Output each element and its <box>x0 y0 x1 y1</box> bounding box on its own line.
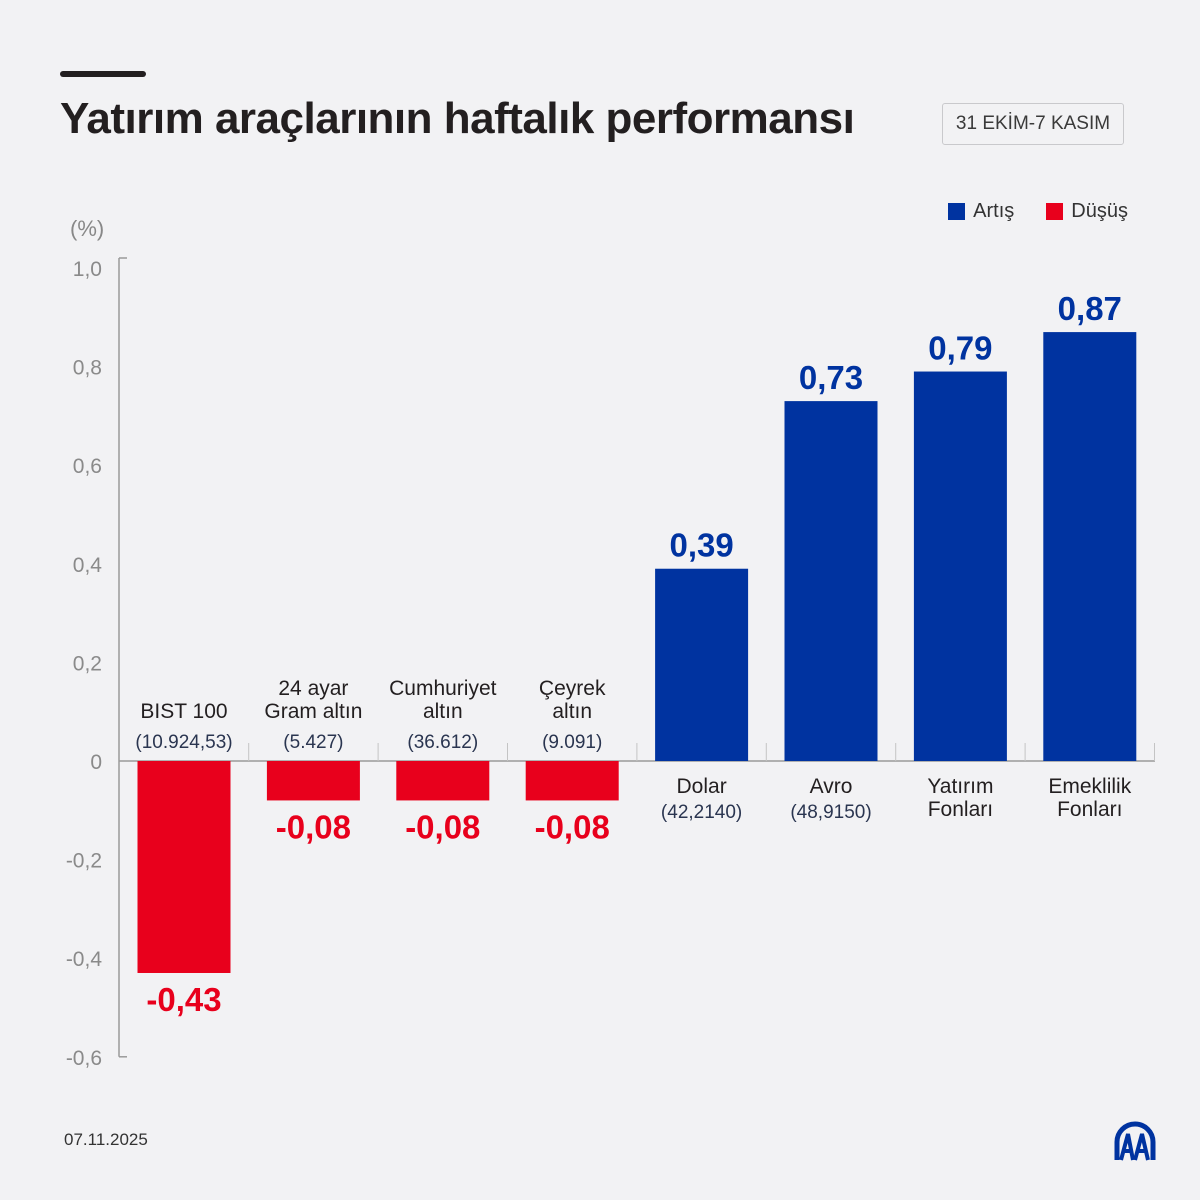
bar <box>396 761 490 801</box>
bar <box>1043 332 1137 761</box>
legend-item-decrease: Düşüş <box>1046 200 1128 223</box>
category-label: Avro <box>810 775 853 798</box>
date-range-badge: 31 EKİM-7 KASIM <box>942 103 1124 145</box>
legend-label: Düşüş <box>1071 200 1128 222</box>
legend-swatch-decrease <box>1046 203 1064 220</box>
category-label: Yatırım <box>927 775 993 798</box>
data-label: 0,73 <box>799 359 863 396</box>
data-label: 0,39 <box>669 527 733 564</box>
bar <box>655 568 749 761</box>
category-label: Çeyrek <box>539 677 606 700</box>
legend-swatch-increase <box>948 203 966 220</box>
bar <box>266 761 360 801</box>
y-tick-label: 0,2 <box>73 652 102 675</box>
category-label: altın <box>552 700 592 723</box>
category-label: Dolar <box>677 775 727 798</box>
category-label: BIST 100 <box>140 700 227 723</box>
category-label: 24 ayar <box>278 677 348 700</box>
category-label: Fonları <box>928 798 993 821</box>
bar <box>137 761 231 973</box>
category-label: altın <box>423 700 463 723</box>
bar <box>913 371 1007 761</box>
bar <box>784 401 878 761</box>
legend-label: Artış <box>973 200 1015 222</box>
bar <box>525 761 619 801</box>
category-value: (5.427) <box>283 732 343 753</box>
aa-logo <box>1113 1120 1157 1169</box>
category-value: (10.924,53) <box>135 732 232 753</box>
data-label: -0,08 <box>276 808 351 845</box>
category-label: Emeklilik <box>1048 775 1131 798</box>
y-tick-label: -0,4 <box>66 948 103 971</box>
data-label: -0,08 <box>405 808 480 845</box>
y-axis-unit: (%) <box>70 216 105 241</box>
category-value: (48,9150) <box>790 802 871 823</box>
category-label: Fonları <box>1057 798 1122 821</box>
y-tick-label: -0,6 <box>66 1047 102 1070</box>
chart-legend: Artış Düşüş <box>948 200 1128 223</box>
y-tick-label: 0,8 <box>73 357 102 380</box>
y-tick-label: -0,2 <box>66 850 102 873</box>
category-label: Cumhuriyet <box>389 677 497 700</box>
y-tick-label: 0 <box>90 751 102 774</box>
data-label: 0,87 <box>1058 290 1122 327</box>
y-tick-label: 0,6 <box>73 455 102 478</box>
category-value: (9.091) <box>542 732 602 753</box>
footer-date: 07.11.2025 <box>64 1130 148 1149</box>
data-label: -0,43 <box>146 981 221 1018</box>
category-label: Gram altın <box>264 700 362 723</box>
legend-item-increase: Artış <box>948 200 1014 223</box>
data-label: 0,79 <box>928 330 992 367</box>
data-label: -0,08 <box>535 808 610 845</box>
aa-logo-icon <box>1114 1121 1156 1161</box>
category-value: (36.612) <box>407 732 478 753</box>
y-tick-label: 1,0 <box>73 258 102 281</box>
page-title: Yatırım araçlarının haftalık performansı <box>60 94 855 143</box>
y-tick-label: 0,4 <box>73 554 103 577</box>
title-accent-bar <box>60 71 146 77</box>
category-value: (42,2140) <box>661 802 742 823</box>
